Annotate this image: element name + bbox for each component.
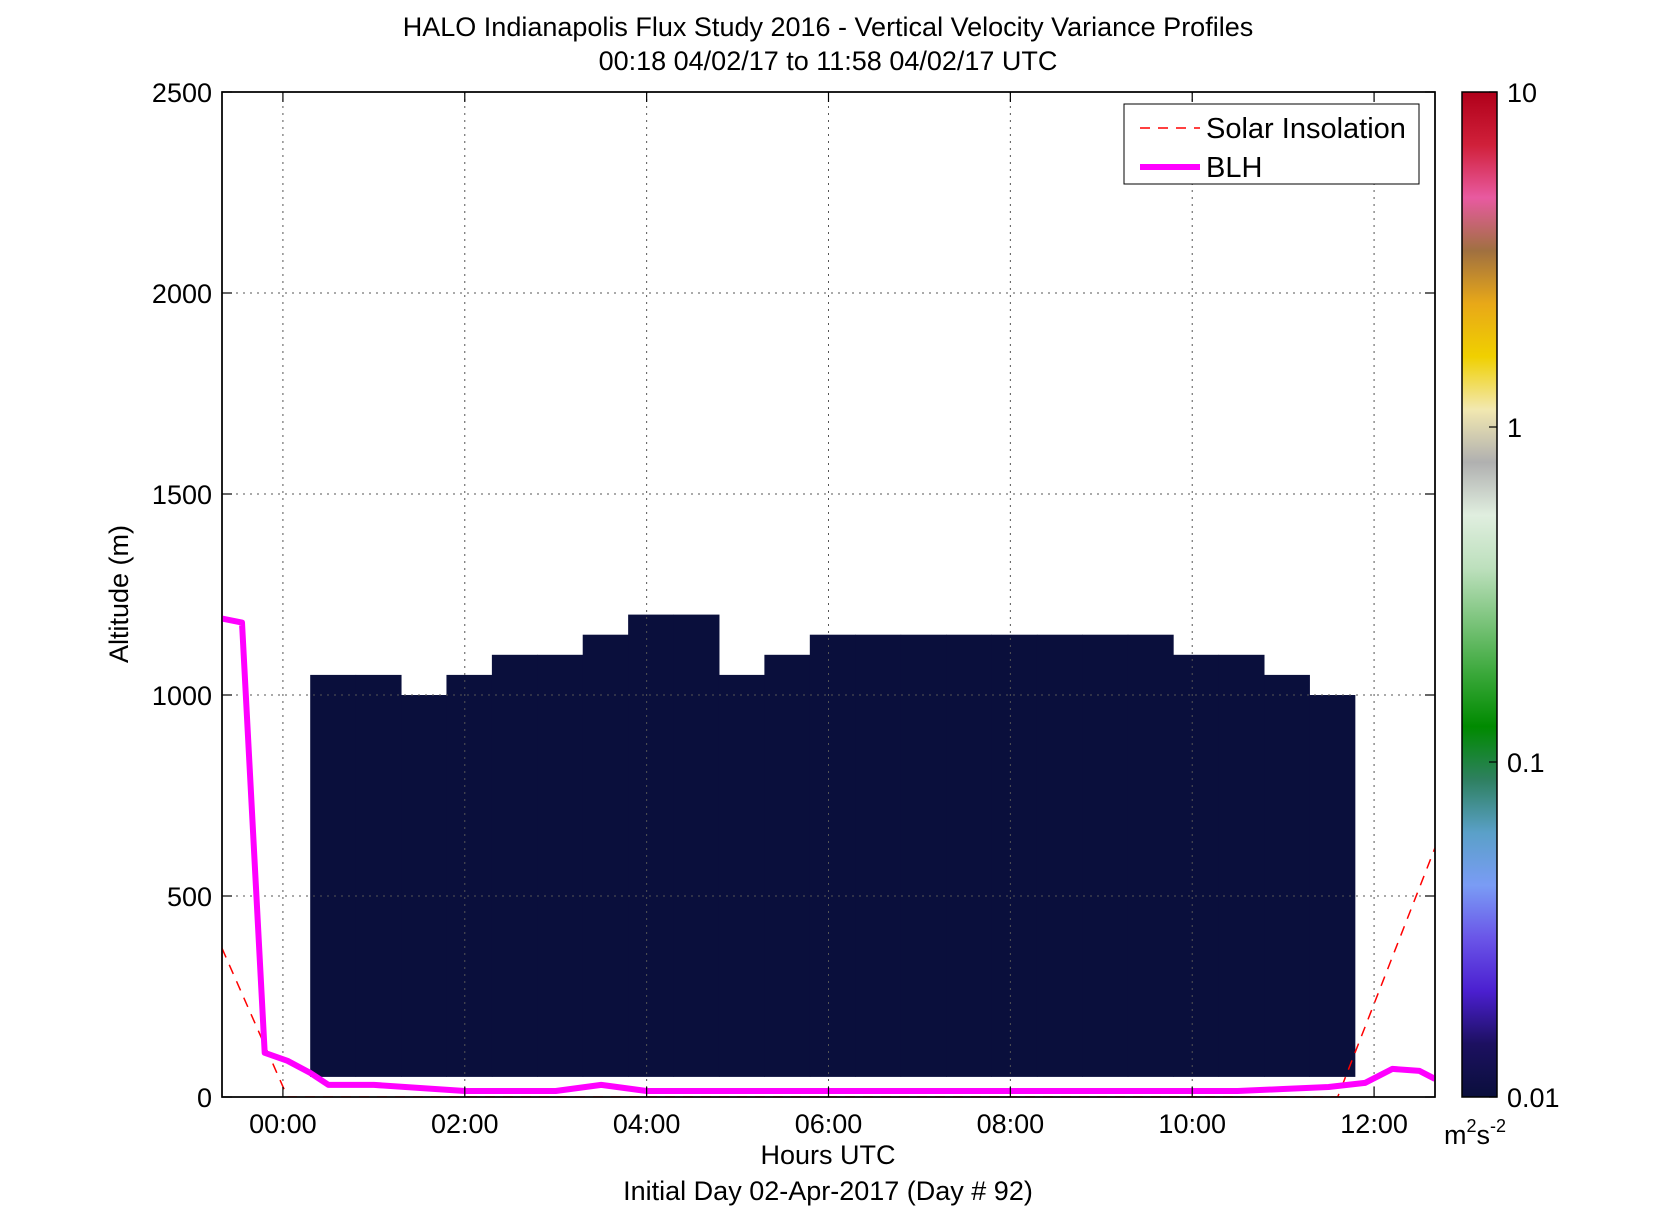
x-axis: 00:00 02:00 04:00 06:00 08:00 10:00 12:00 bbox=[249, 92, 1408, 1139]
x-tick-label: 02:00 bbox=[431, 1109, 499, 1139]
heatmap-cell bbox=[355, 674, 402, 1077]
x-tick-label: 08:00 bbox=[977, 1109, 1045, 1139]
y-tick-label: 0 bbox=[197, 1083, 212, 1113]
x-tick-label: 12:00 bbox=[1340, 1109, 1408, 1139]
heatmap-cell bbox=[628, 614, 675, 1077]
heatmap-cell bbox=[991, 634, 1038, 1077]
series-line-solar-insolation bbox=[222, 847, 1435, 1097]
heatmap-cell bbox=[809, 634, 856, 1077]
colorbar-units: m2s-2 bbox=[1444, 1116, 1506, 1150]
heatmap-cell bbox=[537, 654, 584, 1077]
legend-box bbox=[1123, 103, 1420, 185]
y-axis: 0 500 1000 1500 2000 2500 bbox=[152, 78, 1435, 1113]
colorbar-tick-label: 0.01 bbox=[1507, 1083, 1560, 1113]
colorbar-ticks: 0.01 0.1 1 10 bbox=[1489, 78, 1560, 1113]
x-tick-label: 10:00 bbox=[1158, 1109, 1226, 1139]
heatmap-cell bbox=[1218, 654, 1265, 1077]
heatmap-cell bbox=[1082, 634, 1129, 1077]
overlay-lines bbox=[222, 615, 1435, 1097]
y-axis-label: Altitude (m) bbox=[104, 525, 134, 663]
x-tick-label: 00:00 bbox=[249, 1109, 317, 1139]
y-tick-label: 1500 bbox=[152, 480, 212, 510]
colorbar bbox=[1461, 91, 1498, 1098]
heatmap-cells bbox=[310, 614, 1356, 1077]
y-tick-label: 2500 bbox=[152, 78, 212, 108]
legend: Solar Insolation BLH bbox=[1123, 103, 1420, 185]
heatmap-cell bbox=[946, 634, 992, 1077]
x-tick-label: 04:00 bbox=[613, 1109, 681, 1139]
heatmap-cell bbox=[1173, 654, 1220, 1077]
colorbar-tick-label: 0.1 bbox=[1507, 748, 1545, 778]
heatmap-cell bbox=[1309, 695, 1356, 1077]
colorbar-tick-label: 10 bbox=[1507, 78, 1537, 108]
legend-label-blh: BLH bbox=[1206, 152, 1262, 184]
heatmap-cell bbox=[764, 654, 811, 1077]
heatmap-cell bbox=[718, 674, 765, 1077]
heatmap-cell bbox=[446, 674, 493, 1077]
heatmap-cell bbox=[1264, 674, 1310, 1077]
y-tick-label: 2000 bbox=[152, 279, 212, 309]
x-tick-label: 06:00 bbox=[795, 1109, 863, 1139]
chart-title: HALO Indianapolis Flux Study 2016 - Vert… bbox=[403, 12, 1253, 42]
series-line-blh bbox=[222, 615, 1435, 1094]
legend-label-solar: Solar Insolation bbox=[1206, 113, 1406, 145]
heatmap-cell bbox=[1036, 634, 1083, 1077]
colorbar-tick-label: 1 bbox=[1507, 413, 1522, 443]
x-axis-label-day: Initial Day 02-Apr-2017 (Day # 92) bbox=[623, 1176, 1033, 1206]
heatmap-cell bbox=[673, 614, 720, 1077]
y-tick-label: 1000 bbox=[152, 681, 212, 711]
chart-subtitle: 00:18 04/02/17 to 11:58 04/02/17 UTC bbox=[599, 46, 1058, 76]
x-axis-label: Hours UTC bbox=[760, 1140, 895, 1170]
heatmap-cell bbox=[582, 634, 629, 1077]
heatmap-cell bbox=[900, 634, 947, 1077]
y-tick-label: 500 bbox=[167, 882, 212, 912]
heatmap-cell bbox=[401, 695, 447, 1077]
heatmap-cell bbox=[1127, 634, 1174, 1077]
heatmap-cell bbox=[855, 634, 902, 1077]
heatmap-cell bbox=[491, 654, 538, 1077]
heatmap-cell bbox=[310, 674, 357, 1077]
